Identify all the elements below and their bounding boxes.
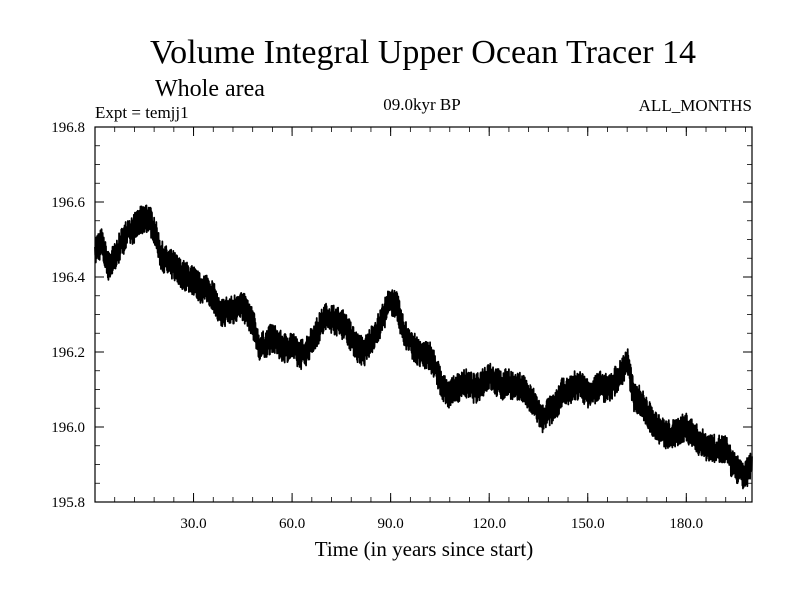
x-tick-label: 150.0 [571, 516, 605, 532]
tick-labels: 195.8 196.0 196.2 196.4 196.6 196.8 30.0 60.0 90… [51, 120, 703, 532]
x-tick-label: 120.0 [472, 516, 506, 532]
y-tick-label: 196.0 [51, 420, 85, 436]
y-tick-label: 196.4 [51, 270, 85, 286]
y-tick-label: 195.8 [51, 495, 85, 511]
x-tick-label: 180.0 [669, 516, 703, 532]
plot-frame [94, 126, 753, 503]
ticks-layer [94, 126, 752, 503]
chart-subtitle: Whole area [155, 76, 265, 102]
x-tick-label: 30.0 [180, 516, 206, 532]
y-tick-label: 196.8 [51, 120, 85, 136]
y-tick-label: 196.2 [51, 345, 85, 361]
expt-label: Expt = temjj1 [95, 103, 189, 122]
x-axis-label: Time (in years since start) [315, 537, 534, 561]
y-tick-label: 196.6 [51, 195, 85, 211]
x-tick-label: 90.0 [378, 516, 404, 532]
period-label: 09.0kyr BP [383, 95, 460, 114]
x-tick-label: 60.0 [279, 516, 305, 532]
chart-title: Volume Integral Upper Ocean Tracer 14 [150, 34, 696, 71]
series-line [94, 204, 753, 490]
months-label: ALL_MONTHS [639, 96, 752, 115]
